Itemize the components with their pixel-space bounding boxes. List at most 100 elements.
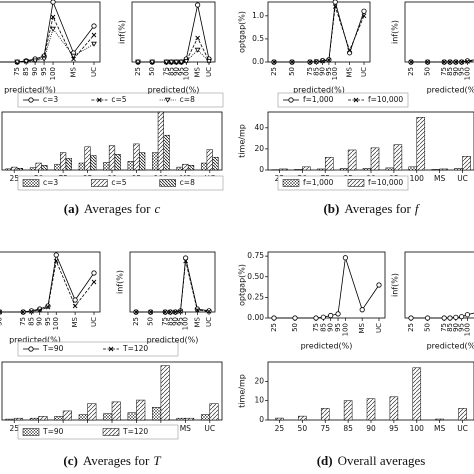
x-tick-label: 95 [40, 67, 48, 76]
y-axis-label: inf(%) [391, 273, 400, 297]
marker [447, 315, 453, 321]
marker [441, 315, 447, 321]
y-tick-label: 0.5 [252, 34, 264, 43]
marker [353, 97, 359, 103]
bar [90, 155, 97, 171]
bar [324, 157, 334, 171]
bar [370, 147, 380, 171]
bar [187, 165, 195, 171]
marker [173, 309, 178, 315]
x-axis-label: predicted(%) [293, 86, 345, 95]
marker [72, 297, 78, 303]
caption: (d) Overall averages [317, 453, 426, 468]
marker [271, 315, 277, 321]
legend-label: f=1,000 [303, 178, 334, 187]
x-tick-label: 75 [306, 67, 314, 76]
legend-label: c=5 [111, 178, 126, 187]
marker [361, 8, 367, 14]
y-tick-label: 1.0 [252, 11, 264, 20]
marker [32, 58, 39, 64]
marker [320, 314, 326, 320]
marker [91, 279, 97, 285]
legend-label: f=10,000 [368, 95, 403, 104]
x-tick-label: 75 [162, 67, 170, 76]
x-tick-label: 90 [327, 323, 335, 332]
legend-swatch [282, 179, 300, 187]
x-tick-label: 95 [44, 317, 52, 326]
bar [65, 158, 72, 171]
x-tick-label: 95 [458, 67, 466, 76]
marker [307, 59, 313, 65]
marker [178, 309, 183, 314]
marker [206, 309, 212, 314]
y-tick-label: 0.25 [247, 292, 264, 301]
marker [408, 315, 414, 321]
legend-swatch [22, 428, 40, 436]
x-tick-label: MS [71, 316, 79, 327]
line [138, 4, 210, 63]
marker [23, 59, 30, 65]
x-tick-label: 75 [19, 317, 27, 326]
bar [139, 152, 146, 171]
chart: predicted(%)255075859095100MSUCT=90T=120 [0, 251, 179, 357]
x-tick-label: 25 [407, 67, 415, 76]
x-tick-label: 50 [147, 317, 155, 326]
marker [72, 303, 78, 309]
x-tick-label: 50 [0, 317, 4, 326]
bar [157, 111, 164, 171]
bar [320, 408, 330, 421]
marker [320, 58, 325, 64]
legend-label: T=90 [42, 427, 64, 436]
bar [16, 168, 24, 171]
x-tick-label: 90 [172, 67, 180, 76]
bar [385, 167, 395, 171]
x-tick-label: 100 [331, 67, 339, 80]
marker [447, 59, 453, 65]
marker [97, 97, 102, 103]
legend-box [277, 175, 409, 191]
bar [127, 161, 134, 171]
bar [339, 168, 349, 171]
legend-swatch [102, 428, 120, 436]
caption-text: Averages for [84, 201, 151, 216]
line [0, 0, 95, 63]
bar [29, 417, 39, 421]
marker [441, 59, 447, 65]
marker [313, 315, 319, 321]
y-axis-label: inf(%) [116, 270, 125, 294]
legend-box [17, 424, 179, 440]
marker [361, 13, 367, 19]
bar [454, 168, 463, 171]
x-tick-label: 95 [334, 323, 342, 332]
bar [114, 154, 121, 171]
plot-frame [404, 1, 474, 63]
y-tick-label: 20 [254, 144, 264, 153]
x-axis-label: predicted(%) [4, 86, 56, 95]
marker [183, 258, 188, 264]
x-tick-label: UC [205, 317, 213, 327]
line [0, 253, 95, 313]
bar [431, 169, 440, 171]
marker [71, 56, 76, 62]
bar [54, 163, 61, 171]
marker [20, 309, 26, 315]
marker [53, 258, 59, 264]
marker [292, 315, 298, 321]
marker [50, 14, 56, 20]
x-tick-label: UC [375, 323, 383, 333]
x-tick-label: MS [346, 66, 354, 77]
bar [111, 401, 121, 421]
marker [288, 97, 294, 103]
x-tick-label: 85 [166, 317, 174, 326]
marker [50, 0, 56, 5]
bar [87, 403, 97, 421]
y-axis-label: time/mp [238, 124, 247, 158]
marker [162, 309, 168, 315]
x-tick-label: 100 [410, 174, 425, 183]
x-tick-label: 90 [452, 67, 460, 76]
chart: predicted(%)255075859095100MSUCc=3c=5c=8 [0, 0, 224, 108]
bar [5, 418, 15, 421]
marker [332, 0, 338, 5]
x-tick-label: 25 [270, 67, 278, 76]
bar [13, 417, 24, 421]
